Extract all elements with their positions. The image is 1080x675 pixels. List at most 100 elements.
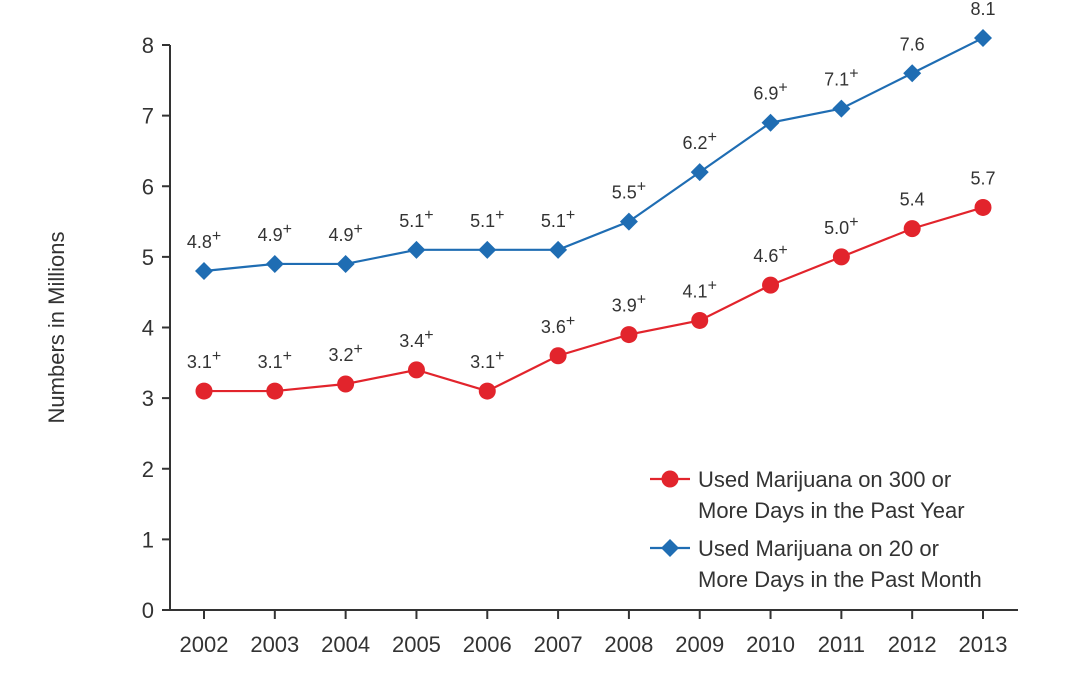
y-tick-label: 7 (142, 104, 154, 129)
significance-mark: + (353, 341, 362, 358)
significance-mark: + (495, 207, 504, 224)
x-tick-label: 2007 (534, 632, 583, 657)
data-label: 5.1+ (470, 207, 504, 231)
data-label: 3.1+ (470, 348, 504, 372)
significance-mark: + (778, 242, 787, 259)
diamond-marker (690, 163, 709, 182)
series-1 (195, 198, 992, 400)
data-label: 3.6+ (541, 313, 575, 337)
chart-axes: 0 1 2 3 4 5 6 7 8 2002 2003 2004 2005 2006 2007 2008 200… (44, 33, 1018, 657)
significance-mark: + (849, 66, 858, 83)
data-label: 5.1+ (541, 207, 575, 231)
data-label: 8.1 (970, 0, 995, 19)
series-2 (195, 28, 992, 280)
legend-label: More Days in the Past Month (698, 567, 982, 592)
y-tick-label: 8 (142, 33, 154, 58)
significance-mark: + (849, 214, 858, 231)
diamond-marker (478, 240, 497, 259)
legend-label: Used Marijuana on 300 or (698, 467, 951, 492)
chart-legend: Used Marijuana on 300 or More Days in the… (650, 467, 982, 592)
significance-mark: + (637, 179, 646, 196)
significance-mark: + (424, 327, 433, 344)
data-label: 7.6 (900, 34, 925, 54)
chart-data-labels: 3.1+ 3.1+ 3.2+ 3.4+ 3.1+ 3.6+ 3.9+ 4.1+ 4.6+ 5.0+… (187, 0, 996, 372)
circle-marker (832, 248, 850, 266)
y-axis-title: Numbers in Millions (44, 232, 69, 424)
series-line (204, 206, 984, 393)
series-line (203, 36, 984, 273)
significance-mark: + (212, 348, 221, 365)
significance-mark: + (637, 292, 646, 309)
x-tick-label: 2010 (746, 632, 795, 657)
x-tick-label: 2013 (959, 632, 1008, 657)
circle-marker (620, 326, 638, 344)
significance-mark: + (566, 207, 575, 224)
circle-marker (549, 347, 567, 365)
y-tick-label: 0 (142, 598, 154, 623)
data-label: 4.6+ (753, 242, 787, 266)
x-tick-label: 2008 (604, 632, 653, 657)
circle-marker (478, 382, 496, 400)
y-tick-label: 2 (142, 457, 154, 482)
significance-mark: + (424, 207, 433, 224)
data-label: 4.9+ (258, 221, 292, 245)
data-label: 3.9+ (612, 292, 646, 316)
significance-mark: + (353, 221, 362, 238)
x-tick-label: 2005 (392, 632, 441, 657)
circle-marker (974, 198, 992, 216)
diamond-marker (195, 262, 213, 280)
diamond-marker (903, 64, 922, 83)
significance-mark: + (495, 348, 504, 365)
circle-marker (407, 361, 425, 379)
data-label: 3.1+ (258, 348, 292, 372)
x-tick-label: 2006 (463, 632, 512, 657)
data-label: 3.2+ (328, 341, 362, 365)
data-label: 4.1+ (683, 277, 717, 301)
x-tick-label: 2012 (888, 632, 937, 657)
circle-marker (691, 311, 709, 329)
data-label: 5.0+ (824, 214, 858, 238)
chart-series (195, 28, 992, 400)
legend-label: More Days in the Past Year (698, 498, 965, 523)
x-tick-label: 2003 (250, 632, 299, 657)
data-label: 5.5+ (612, 179, 646, 203)
significance-mark: + (283, 348, 292, 365)
legend-item-1: Used Marijuana on 300 or More Days in the… (650, 467, 965, 523)
legend-label: Used Marijuana on 20 or (698, 536, 939, 561)
x-tick-label: 2002 (180, 632, 229, 657)
significance-mark: + (566, 313, 575, 330)
data-label: 5.4 (900, 190, 925, 210)
diamond-marker (336, 254, 355, 273)
legend-diamond-marker (661, 539, 679, 557)
circle-marker (903, 220, 921, 238)
x-tick-label: 2011 (818, 632, 865, 657)
x-tick-label: 2004 (321, 632, 370, 657)
diamond-marker (265, 254, 284, 273)
data-label: 3.4+ (399, 327, 433, 351)
diamond-marker (549, 240, 568, 259)
data-label: 5.1+ (399, 207, 433, 231)
diamond-marker (832, 99, 851, 118)
data-label: 7.1+ (824, 66, 858, 90)
y-tick-label: 5 (142, 245, 154, 270)
data-label: 6.2+ (683, 129, 717, 153)
data-label: 3.1+ (187, 348, 221, 372)
y-tick-label: 3 (142, 386, 154, 411)
diamond-marker (974, 28, 992, 47)
significance-mark: + (778, 80, 787, 97)
data-label: 5.7 (970, 168, 995, 188)
circle-marker (266, 382, 284, 400)
diamond-marker (407, 240, 426, 259)
x-tick-label: 2009 (675, 632, 724, 657)
circle-marker (195, 382, 213, 400)
circle-marker (762, 276, 780, 294)
y-tick-label: 4 (142, 316, 154, 341)
diamond-marker (619, 212, 638, 231)
y-tick-label: 1 (142, 527, 154, 552)
diamond-marker (761, 113, 780, 132)
significance-mark: + (708, 129, 717, 146)
legend-circle-marker (661, 470, 679, 488)
legend-item-2: Used Marijuana on 20 or More Days in the … (650, 536, 982, 592)
significance-mark: + (212, 228, 221, 245)
